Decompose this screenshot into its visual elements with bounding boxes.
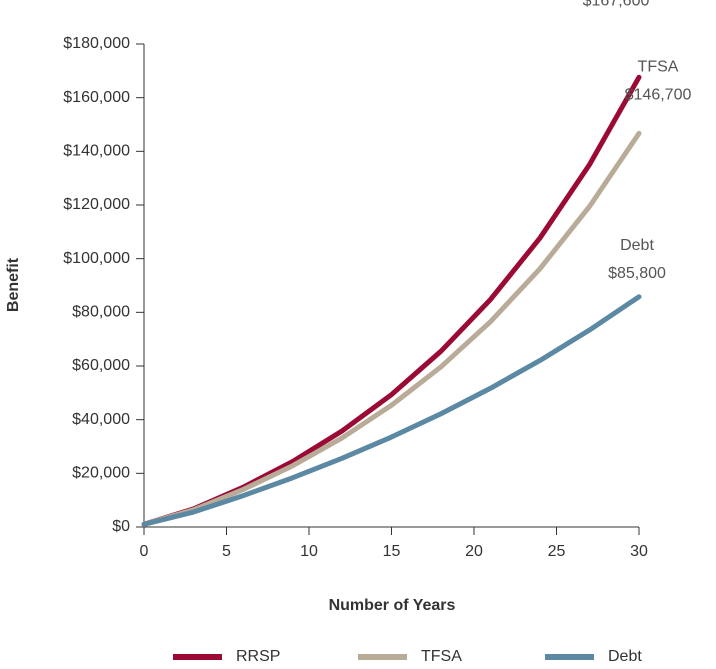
end-label-value: $85,800: [608, 265, 666, 282]
legend-label: TFSA: [421, 648, 462, 665]
line-series: [141, 74, 642, 527]
x-tick-label: 15: [383, 543, 401, 560]
y-axis-label: Benefit: [5, 257, 22, 312]
y-tick-label: $180,000: [63, 35, 130, 52]
y-tick-label: $60,000: [72, 357, 130, 374]
end-label-name: Debt: [620, 237, 654, 254]
end-label-value: $146,700: [625, 87, 692, 104]
x-tick-label: 20: [465, 543, 483, 560]
legend-label: RRSP: [236, 648, 280, 665]
y-tick-label: $140,000: [63, 143, 130, 160]
y-tick-label: $160,000: [63, 89, 130, 106]
legend-label: Debt: [608, 648, 642, 665]
line-series: [141, 130, 642, 527]
y-tick-label: $80,000: [72, 304, 130, 321]
x-tick-label: 10: [300, 543, 318, 560]
x-axis-label: Number of Years: [329, 597, 456, 614]
line-series: [141, 294, 642, 527]
x-tick-label: 5: [222, 543, 231, 560]
end-label-value: $167,600: [583, 0, 650, 10]
y-tick-label: $120,000: [63, 196, 130, 213]
x-tick-label: 30: [630, 543, 648, 560]
y-tick-label: $0: [112, 518, 130, 535]
x-tick-label: 25: [548, 543, 566, 560]
x-tick-label: 0: [140, 543, 149, 560]
end-label-name: TFSA: [638, 59, 679, 76]
y-tick-label: $100,000: [63, 250, 130, 267]
y-tick-label: $20,000: [72, 465, 130, 482]
y-tick-label: $40,000: [72, 411, 130, 428]
